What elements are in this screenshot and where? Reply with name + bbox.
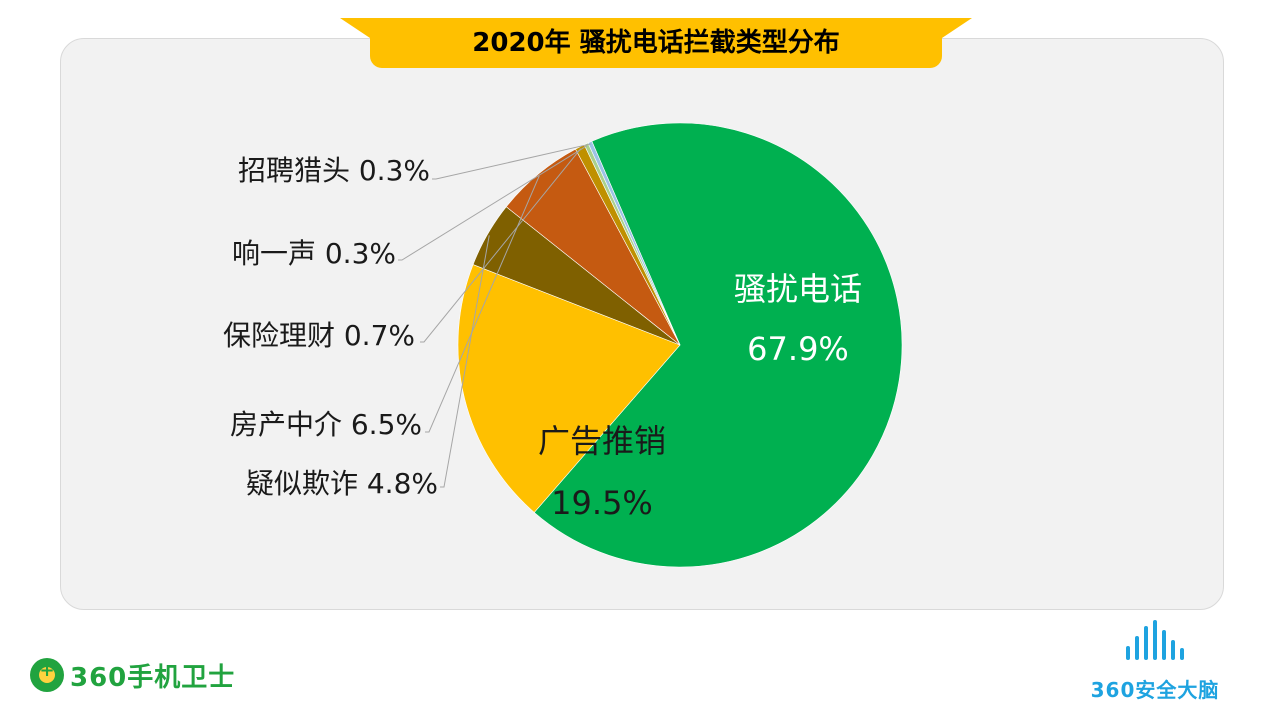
sound-wave-icon — [1070, 620, 1240, 660]
leader-line — [440, 235, 490, 488]
pie-slice — [533, 122, 903, 568]
slice-outside-label: 保险理财 0.7% — [223, 319, 415, 352]
slice-outside-label: 房产中介 6.5% — [230, 408, 422, 441]
chart-title: 2020年 骚扰电话拦截类型分布 — [472, 28, 840, 58]
slice-label: 骚扰电话 — [734, 270, 862, 308]
slice-outside-label: 招聘猎头 0.3% — [238, 154, 430, 187]
brand-360-mobile-guard: 360手机卫士 — [30, 655, 235, 695]
title-banner: 2020年 骚扰电话拦截类型分布 — [340, 18, 972, 68]
leader-line — [432, 143, 591, 180]
title-banner-right-ear — [942, 18, 972, 38]
brand-left-text: 360手机卫士 — [70, 662, 236, 693]
slice-label: 广告推销 — [538, 422, 666, 460]
360-guard-logo-icon — [30, 658, 64, 692]
leader-line — [425, 175, 540, 433]
slice-value-label: 67.9% — [747, 330, 849, 368]
brand-right-text: 360安全大脑 — [1090, 678, 1220, 702]
pie-slice — [587, 140, 681, 346]
leader-line — [420, 148, 582, 343]
title-banner-left-ear — [340, 18, 370, 38]
slice-value-label: 19.5% — [551, 484, 653, 522]
brand-360-security-brain: 360安全大脑 — [1070, 612, 1240, 702]
title-banner-tab — [370, 18, 942, 68]
leader-line — [398, 145, 588, 261]
slice-outside-label: 响一声 0.3% — [232, 237, 396, 270]
slice-outside-label: 疑似欺诈 4.8% — [246, 467, 438, 500]
